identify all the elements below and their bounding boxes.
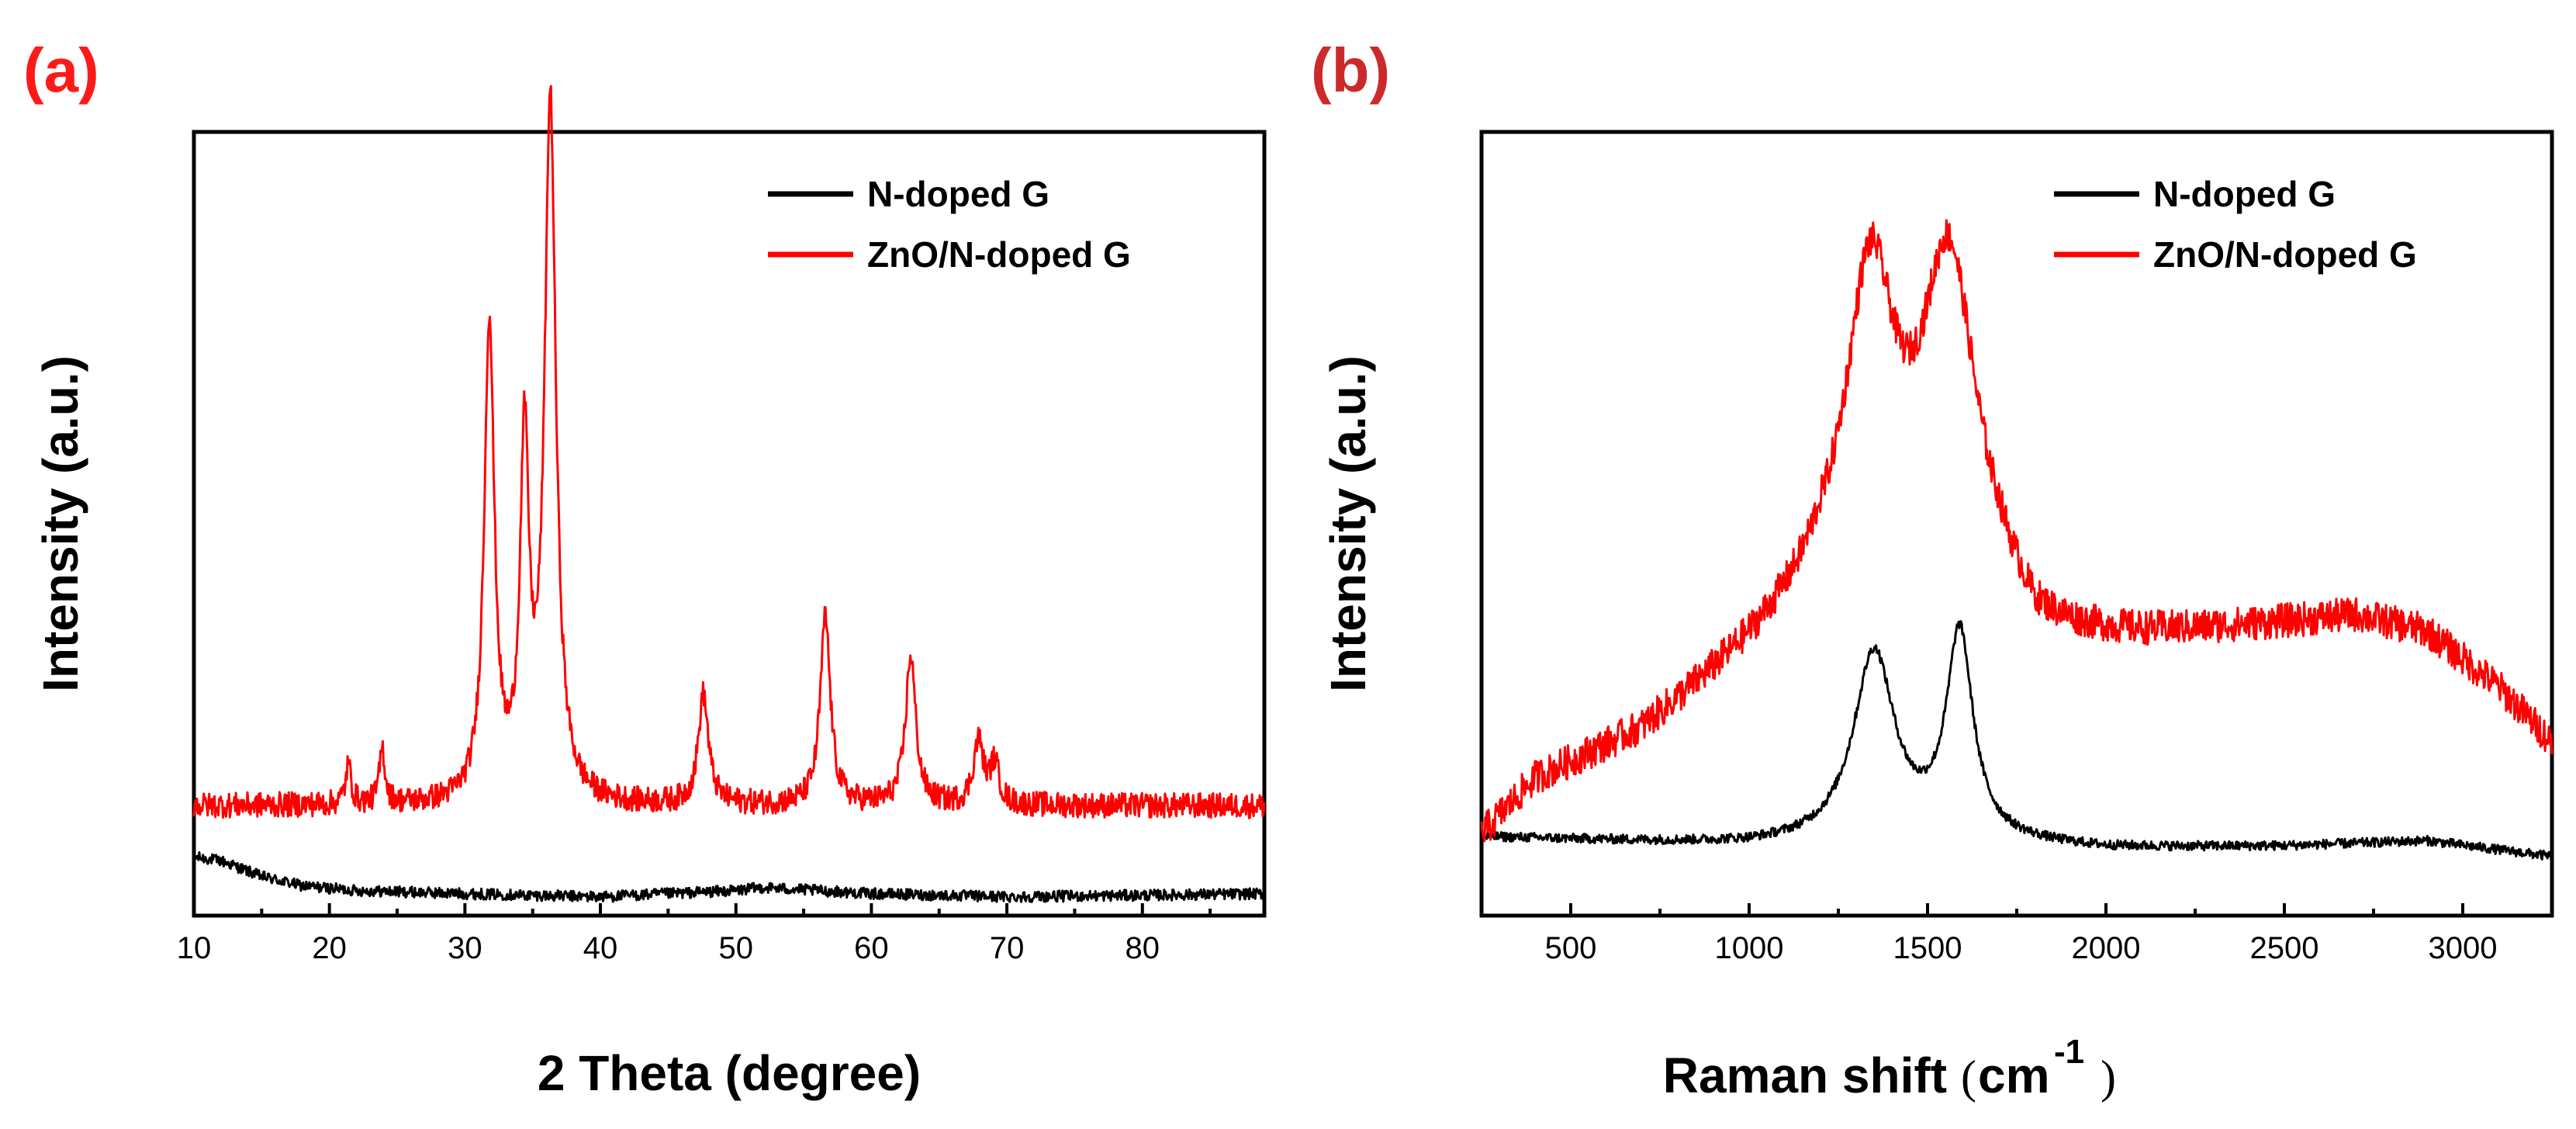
panel-b-legend-label-n-doped: N-doped G: [2153, 174, 2336, 214]
panel-b-x-tick-label: 1000: [1715, 931, 1784, 965]
panel-b-x-tick-label: 500: [1545, 931, 1597, 965]
panel-a-series-n-doped-g: [192, 851, 1266, 903]
panel-a-x-tick-label: 50: [718, 931, 753, 965]
panel-b-series-n-doped-g: [1481, 620, 2554, 862]
panel-b-x-tick-label: 1500: [1893, 931, 1962, 965]
panel-b-y-axis-title: Intensity (a.u.): [1320, 355, 1376, 692]
panel-a-x-tick-label: 80: [1125, 931, 1160, 965]
panel-b-legend: N-doped G ZnO/N-doped G: [2054, 174, 2417, 275]
panel-b-x-tick-label: 2000: [2072, 931, 2141, 965]
panel-a-x-tick-label: 70: [990, 931, 1025, 965]
panel-b-x-axis-paren-close: ): [2101, 1051, 2116, 1103]
panel-a-x-tick-label: 10: [177, 931, 212, 965]
panel-b: (b) 500 1000 1500 2000 2500 3000 N-doped G Zn…: [1311, 36, 2554, 1103]
panel-a-x-tick-label: 20: [312, 931, 347, 965]
panel-a-x-tick-label: 30: [448, 931, 482, 965]
panel-b-x-axis-paren-open: (: [1961, 1051, 1976, 1103]
panel-a-legend: N-doped G ZnO/N-doped G: [768, 174, 1131, 275]
panel-b-legend-label-zno: ZnO/N-doped G: [2153, 234, 2417, 275]
panel-a-legend-label-n-doped: N-doped G: [867, 174, 1049, 214]
panel-b-x-tick-label: 3000: [2429, 931, 2498, 965]
panel-a-x-tick-label: 40: [583, 931, 618, 965]
panel-a-plot-frame: [192, 130, 1267, 918]
panel-a: (a) 10 20 30 40 50 60 70 80 N-doped G ZnO/N-dop…: [23, 36, 1267, 1101]
panel-a-y-axis-title: Intensity (a.u.): [33, 355, 88, 692]
panel-a-x-tick-label: 60: [854, 931, 889, 965]
panel-a-series-zno-n-doped-g: [192, 85, 1266, 819]
panel-b-series-zno-n-doped-g: [1480, 219, 2554, 843]
panel-b-x-axis-unit-exponent: -1: [2054, 1033, 2084, 1071]
panel-b-x-tick-label: 2500: [2250, 931, 2319, 965]
panel-a-legend-label-zno: ZnO/N-doped G: [867, 234, 1131, 275]
panel-b-x-axis-unit: cm: [1978, 1048, 2050, 1103]
panel-b-x-axis-title: Raman shift: [1663, 1048, 1947, 1103]
panel-a-label: (a): [23, 36, 99, 105]
panel-a-x-axis-title: 2 Theta (degree): [538, 1045, 921, 1101]
panel-b-label: (b): [1311, 36, 1390, 105]
